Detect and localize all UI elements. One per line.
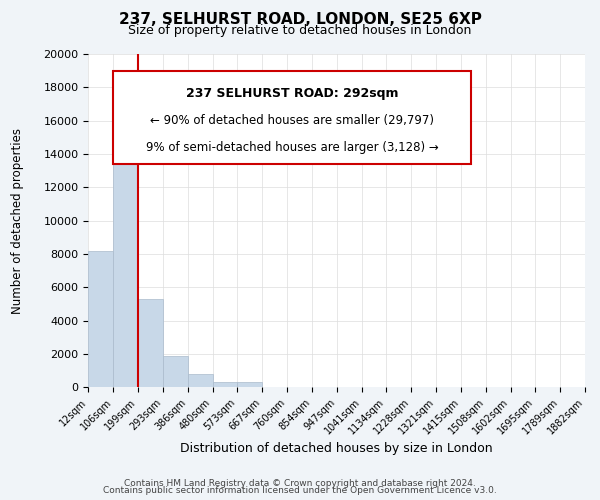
Text: ← 90% of detached houses are smaller (29,797): ← 90% of detached houses are smaller (29…: [150, 114, 434, 127]
Bar: [212, 382, 238, 388]
Text: 237 SELHURST ROAD: 292sqm: 237 SELHURST ROAD: 292sqm: [186, 88, 398, 101]
FancyBboxPatch shape: [113, 70, 471, 164]
Bar: [188, 374, 212, 388]
Bar: [238, 382, 262, 388]
Text: Contains HM Land Registry data © Crown copyright and database right 2024.: Contains HM Land Registry data © Crown c…: [124, 478, 476, 488]
Text: 237, SELHURST ROAD, LONDON, SE25 6XP: 237, SELHURST ROAD, LONDON, SE25 6XP: [119, 12, 481, 28]
Bar: [163, 356, 188, 388]
Y-axis label: Number of detached properties: Number of detached properties: [11, 128, 24, 314]
X-axis label: Distribution of detached houses by size in London: Distribution of detached houses by size …: [181, 442, 493, 455]
Bar: [113, 110, 138, 388]
Bar: [88, 251, 113, 388]
Text: Size of property relative to detached houses in London: Size of property relative to detached ho…: [128, 24, 472, 37]
Bar: [138, 299, 163, 388]
Text: 9% of semi-detached houses are larger (3,128) →: 9% of semi-detached houses are larger (3…: [146, 140, 439, 153]
Text: Contains public sector information licensed under the Open Government Licence v3: Contains public sector information licen…: [103, 486, 497, 495]
